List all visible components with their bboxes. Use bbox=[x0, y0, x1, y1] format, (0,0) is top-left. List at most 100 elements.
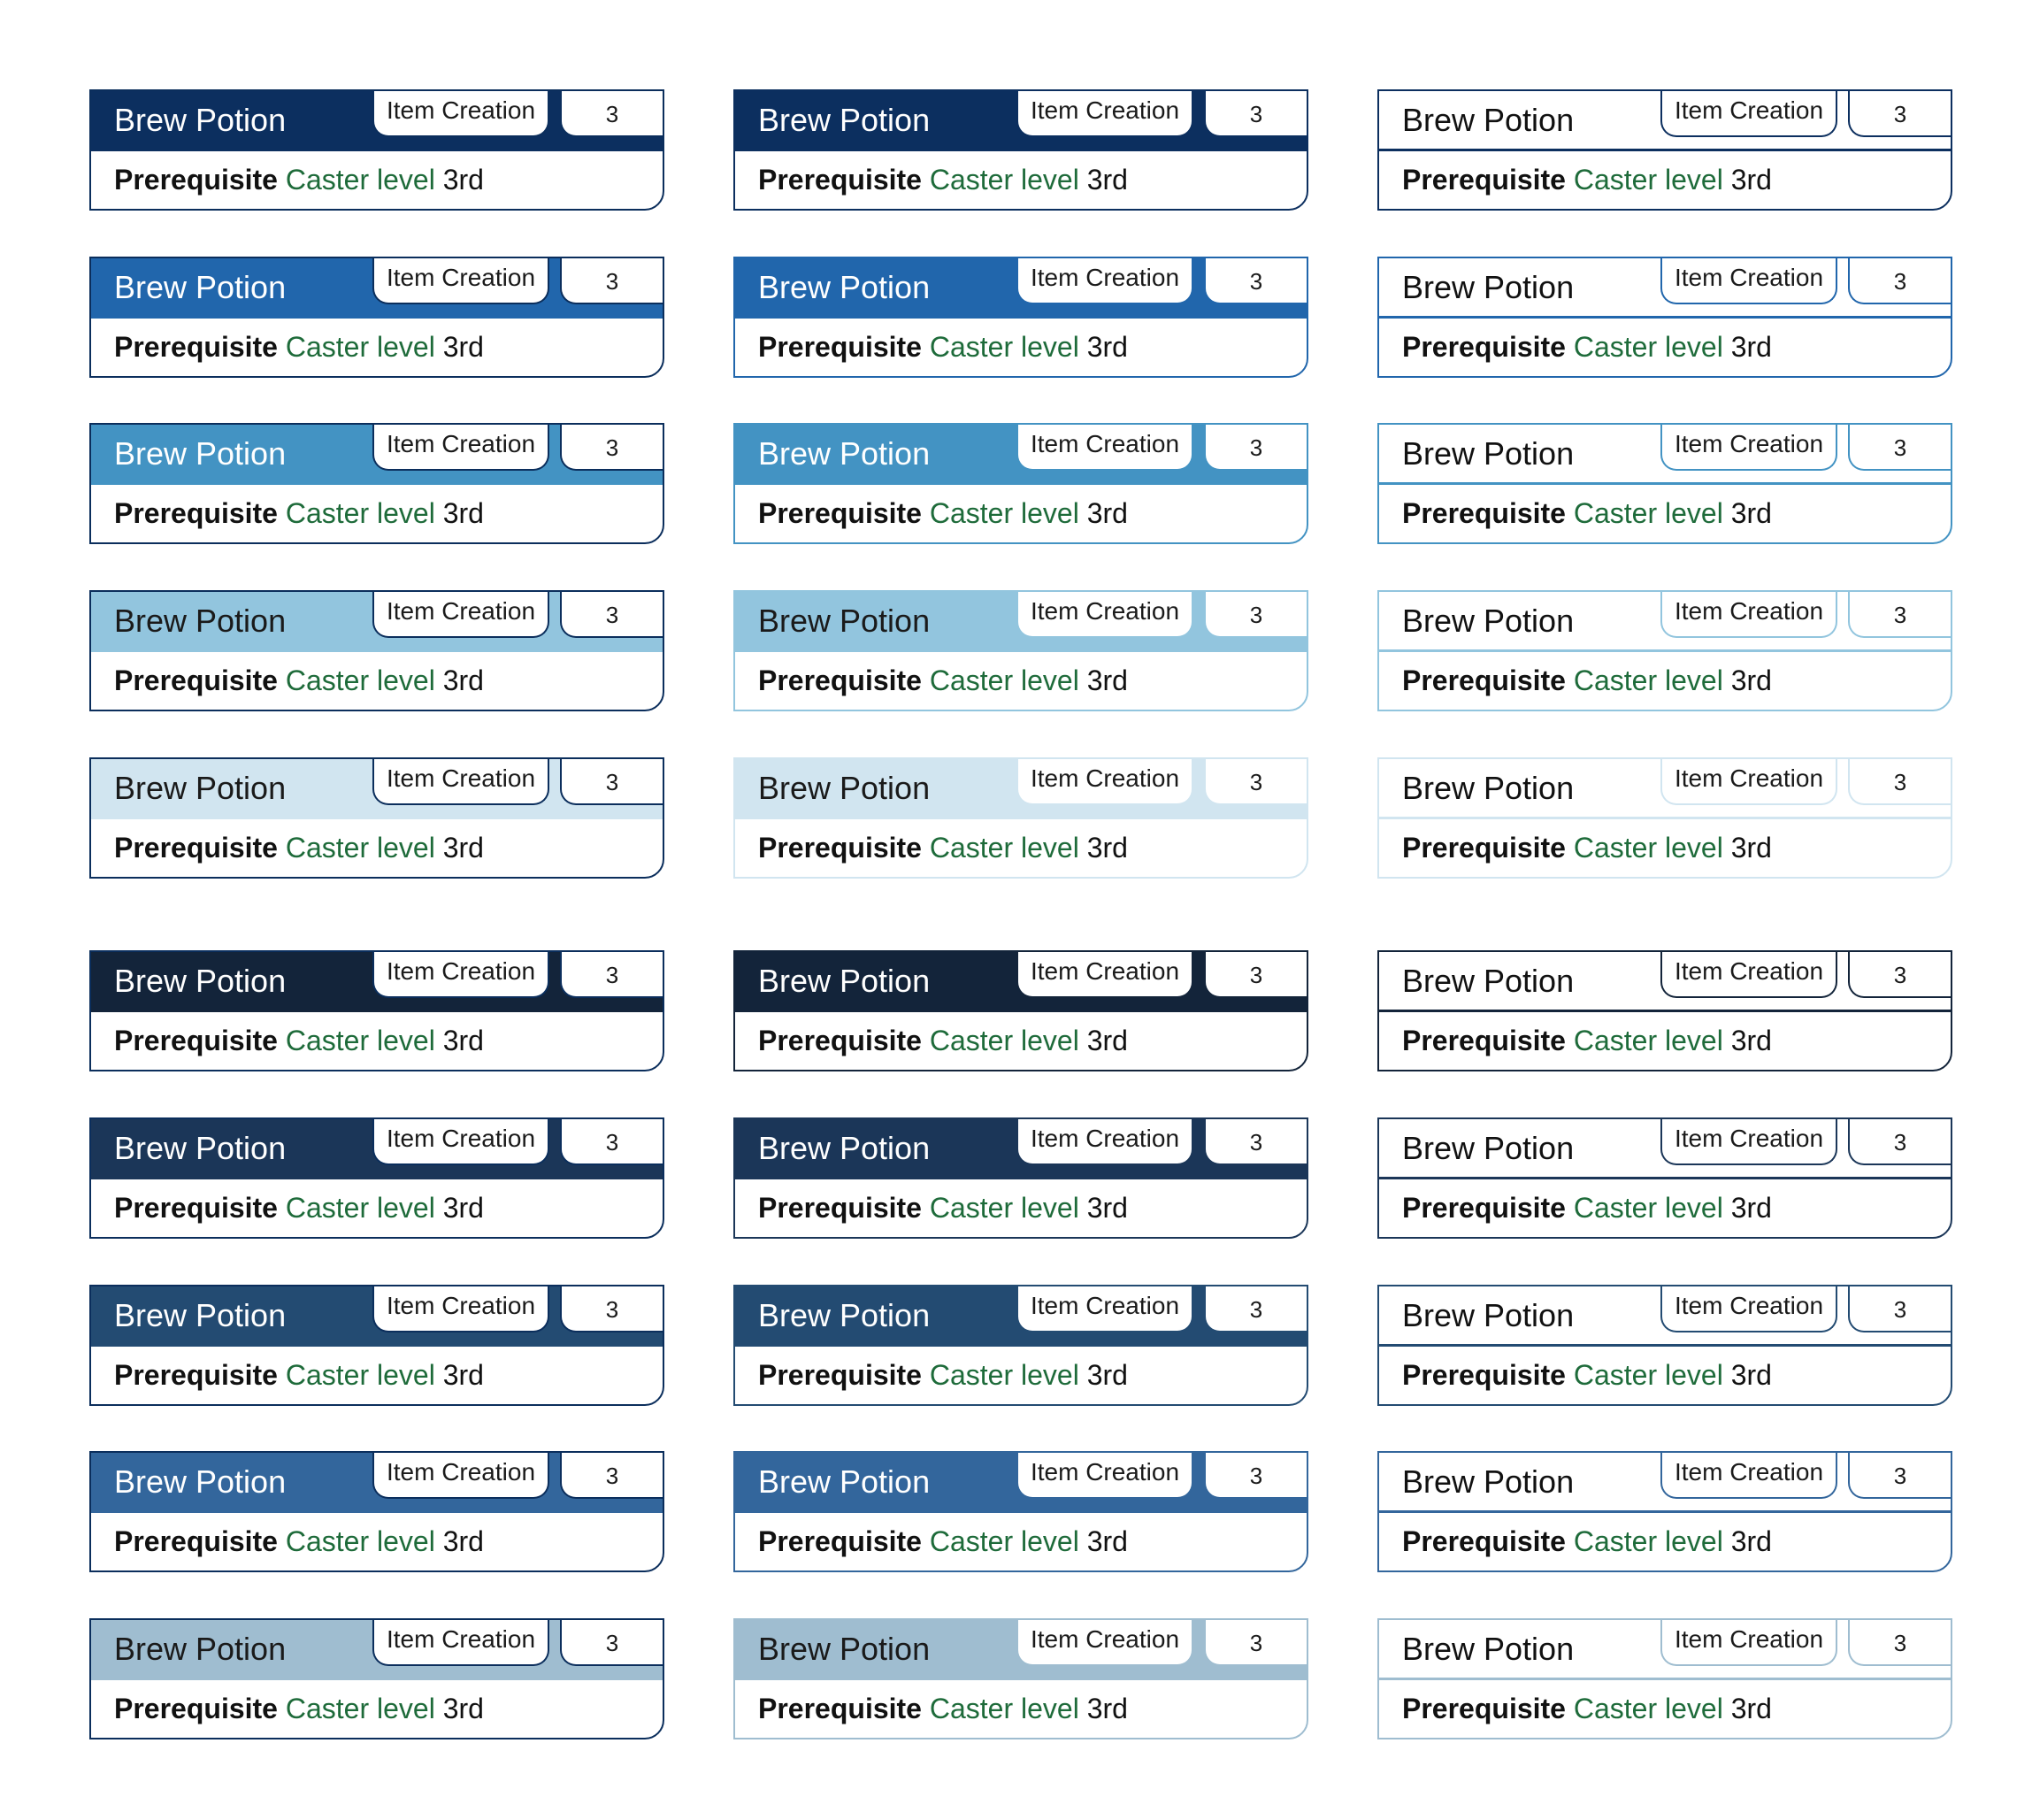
prerequisite-value: 3rd bbox=[1086, 164, 1128, 196]
card-title: Brew Potion bbox=[114, 435, 287, 472]
prerequisite-line: Prerequisite Caster level 3rd bbox=[114, 825, 484, 871]
prerequisite-value: 3rd bbox=[1086, 331, 1128, 363]
prerequisite-label: Prerequisite bbox=[1402, 1525, 1566, 1557]
prerequisite-label: Prerequisite bbox=[114, 664, 278, 696]
feat-card: Brew Potion Item Creation 3 Prerequisite Ca… bbox=[89, 423, 664, 544]
prerequisite-line: Prerequisite Caster level 3rd bbox=[758, 324, 1128, 370]
feat-card: Brew Potion Item Creation 3 Prerequisite Ca… bbox=[89, 257, 664, 378]
prerequisite-value: 3rd bbox=[1086, 832, 1128, 864]
header-divider bbox=[91, 817, 663, 819]
card-title: Brew Potion bbox=[758, 269, 931, 305]
prerequisite-line: Prerequisite Caster level 3rd bbox=[1402, 324, 1772, 370]
feat-card: Brew Potion Item Creation 3 Prerequisite Ca… bbox=[733, 1285, 1308, 1406]
card-title: Brew Potion bbox=[758, 1130, 931, 1166]
prerequisite-label: Prerequisite bbox=[114, 164, 278, 196]
prerequisite-value: 3rd bbox=[1730, 832, 1772, 864]
prerequisite-value: 3rd bbox=[442, 1693, 484, 1724]
prerequisite-label: Prerequisite bbox=[758, 1025, 922, 1056]
header-divider bbox=[91, 1510, 663, 1513]
card-title: Brew Potion bbox=[758, 1297, 931, 1333]
prerequisite-line: Prerequisite Caster level 3rd bbox=[114, 157, 484, 203]
card-title: Brew Potion bbox=[1402, 269, 1575, 305]
prerequisite-label: Prerequisite bbox=[758, 331, 922, 363]
prerequisite-label: Prerequisite bbox=[114, 832, 278, 864]
prerequisite-value: 3rd bbox=[1730, 331, 1772, 363]
header-divider bbox=[735, 149, 1307, 151]
feat-card: Brew Potion Item Creation 3 Prerequisite Ca… bbox=[1377, 423, 1952, 544]
prerequisite-line: Prerequisite Caster level 3rd bbox=[114, 1018, 484, 1064]
card-title: Brew Potion bbox=[114, 603, 287, 639]
prerequisite-line: Prerequisite Caster level 3rd bbox=[758, 1518, 1128, 1564]
prerequisite-label: Prerequisite bbox=[758, 1693, 922, 1724]
header-divider bbox=[1379, 1177, 1951, 1179]
prerequisite-label: Prerequisite bbox=[114, 331, 278, 363]
prerequisite-line: Prerequisite Caster level 3rd bbox=[1402, 1686, 1772, 1732]
header-divider bbox=[735, 649, 1307, 652]
prerequisite-line: Prerequisite Caster level 3rd bbox=[1402, 490, 1772, 536]
count-badge: 3 bbox=[1204, 952, 1307, 998]
prerequisite-skill: Caster level bbox=[285, 497, 435, 529]
card-title: Brew Potion bbox=[1402, 770, 1575, 806]
prerequisite-value: 3rd bbox=[1730, 664, 1772, 696]
header-divider bbox=[91, 149, 663, 151]
header-divider bbox=[91, 482, 663, 485]
prerequisite-skill: Caster level bbox=[929, 497, 1079, 529]
category-tag: Item Creation bbox=[1016, 258, 1193, 304]
category-tag: Item Creation bbox=[1660, 952, 1837, 998]
feat-card: Brew Potion Item Creation 3 Prerequisite Ca… bbox=[1377, 1285, 1952, 1406]
category-tag: Item Creation bbox=[372, 952, 549, 998]
prerequisite-value: 3rd bbox=[1730, 164, 1772, 196]
feat-card: Brew Potion Item Creation 3 Prerequisite Ca… bbox=[89, 89, 664, 211]
prerequisite-label: Prerequisite bbox=[758, 497, 922, 529]
feat-card: Brew Potion Item Creation 3 Prerequisite Ca… bbox=[1377, 1618, 1952, 1739]
category-tag: Item Creation bbox=[372, 759, 549, 805]
category-tag: Item Creation bbox=[372, 592, 549, 638]
card-title: Brew Potion bbox=[114, 1297, 287, 1333]
prerequisite-label: Prerequisite bbox=[758, 164, 922, 196]
category-tag: Item Creation bbox=[372, 258, 549, 304]
count-badge: 3 bbox=[1848, 425, 1951, 471]
category-tag: Item Creation bbox=[1016, 952, 1193, 998]
prerequisite-value: 3rd bbox=[1086, 497, 1128, 529]
prerequisite-skill: Caster level bbox=[285, 1192, 435, 1224]
prerequisite-label: Prerequisite bbox=[758, 1359, 922, 1391]
prerequisite-value: 3rd bbox=[442, 1025, 484, 1056]
count-badge: 3 bbox=[1848, 952, 1951, 998]
prerequisite-label: Prerequisite bbox=[1402, 664, 1566, 696]
count-badge: 3 bbox=[1204, 1620, 1307, 1666]
header-divider bbox=[1379, 1678, 1951, 1680]
prerequisite-value: 3rd bbox=[442, 1525, 484, 1557]
card-title: Brew Potion bbox=[114, 1130, 287, 1166]
prerequisite-label: Prerequisite bbox=[1402, 1693, 1566, 1724]
prerequisite-line: Prerequisite Caster level 3rd bbox=[758, 490, 1128, 536]
prerequisite-skill: Caster level bbox=[285, 1359, 435, 1391]
prerequisite-label: Prerequisite bbox=[1402, 1025, 1566, 1056]
count-badge: 3 bbox=[560, 91, 663, 137]
feat-card: Brew Potion Item Creation 3 Prerequisite Ca… bbox=[1377, 1451, 1952, 1572]
prerequisite-skill: Caster level bbox=[285, 331, 435, 363]
prerequisite-value: 3rd bbox=[1086, 1025, 1128, 1056]
category-tag: Item Creation bbox=[1016, 1119, 1193, 1165]
prerequisite-value: 3rd bbox=[1730, 1359, 1772, 1391]
prerequisite-label: Prerequisite bbox=[114, 1525, 278, 1557]
prerequisite-value: 3rd bbox=[442, 832, 484, 864]
header-divider bbox=[735, 482, 1307, 485]
header-divider bbox=[735, 817, 1307, 819]
category-tag: Item Creation bbox=[372, 1286, 549, 1332]
prerequisite-skill: Caster level bbox=[1573, 1359, 1723, 1391]
header-divider bbox=[91, 316, 663, 319]
prerequisite-label: Prerequisite bbox=[758, 1192, 922, 1224]
count-badge: 3 bbox=[1848, 1286, 1951, 1332]
prerequisite-skill: Caster level bbox=[1573, 497, 1723, 529]
prerequisite-skill: Caster level bbox=[929, 1693, 1079, 1724]
header-divider bbox=[735, 1344, 1307, 1347]
prerequisite-skill: Caster level bbox=[1573, 164, 1723, 196]
count-badge: 3 bbox=[560, 1119, 663, 1165]
prerequisite-value: 3rd bbox=[1086, 1359, 1128, 1391]
feat-card: Brew Potion Item Creation 3 Prerequisite Ca… bbox=[1377, 257, 1952, 378]
feat-card: Brew Potion Item Creation 3 Prerequisite Ca… bbox=[89, 950, 664, 1071]
header-divider bbox=[1379, 149, 1951, 151]
prerequisite-line: Prerequisite Caster level 3rd bbox=[1402, 657, 1772, 703]
prerequisite-line: Prerequisite Caster level 3rd bbox=[1402, 157, 1772, 203]
category-tag: Item Creation bbox=[1660, 592, 1837, 638]
